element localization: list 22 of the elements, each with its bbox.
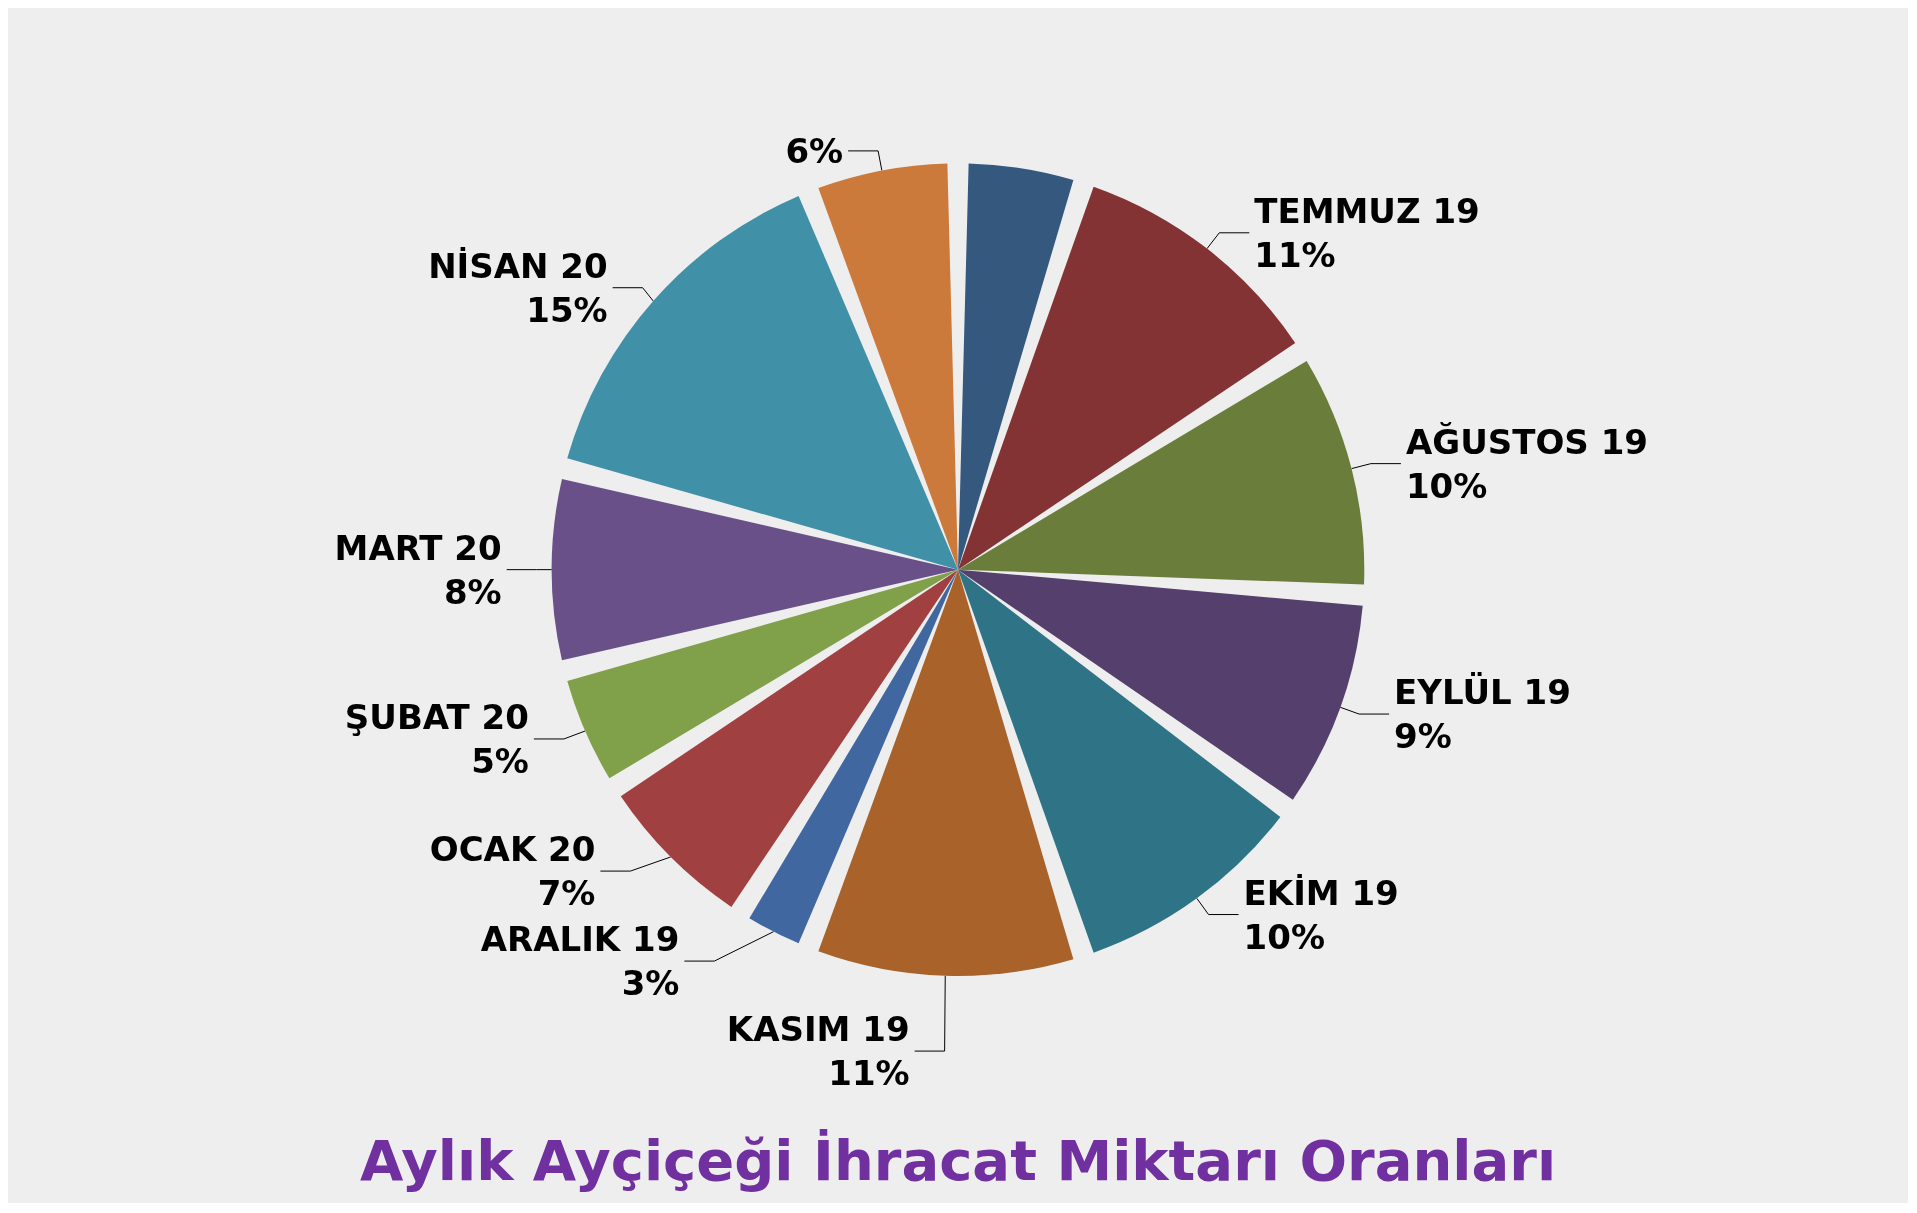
slice-label: ARALIK 19 <box>480 919 680 960</box>
slice-label: EYLÜL 19 <box>1394 672 1571 713</box>
data-label: 6% <box>785 130 844 171</box>
data-label: 5% <box>471 740 529 781</box>
data-label: 7% <box>537 873 596 914</box>
data-label: 9% <box>1394 716 1452 757</box>
data-label: 8% <box>443 571 502 612</box>
data-label: 3% <box>621 963 680 1004</box>
data-label: 11% <box>1254 234 1336 275</box>
slice-label: ŞUBAT 20 <box>344 696 529 737</box>
slice-label: TEMMUZ 19 <box>1254 190 1480 231</box>
slice-label: OCAK 20 <box>429 829 596 870</box>
slice-label: NİSAN 20 <box>428 245 608 286</box>
slice-label: EKİM 19 <box>1243 872 1399 913</box>
data-label: 10% <box>1405 465 1488 506</box>
data-label: 11% <box>828 1053 910 1094</box>
data-label: 10% <box>1243 916 1325 957</box>
slice-label: KASIM 19 <box>726 1009 910 1050</box>
data-label: 15% <box>526 289 608 330</box>
text: Aylık Ayçiçeği İhracat Miktarı Oranları <box>359 1127 1557 1193</box>
slice-label: AĞUSTOS 19 <box>1405 421 1648 462</box>
slice-label: MART 20 <box>334 527 502 568</box>
